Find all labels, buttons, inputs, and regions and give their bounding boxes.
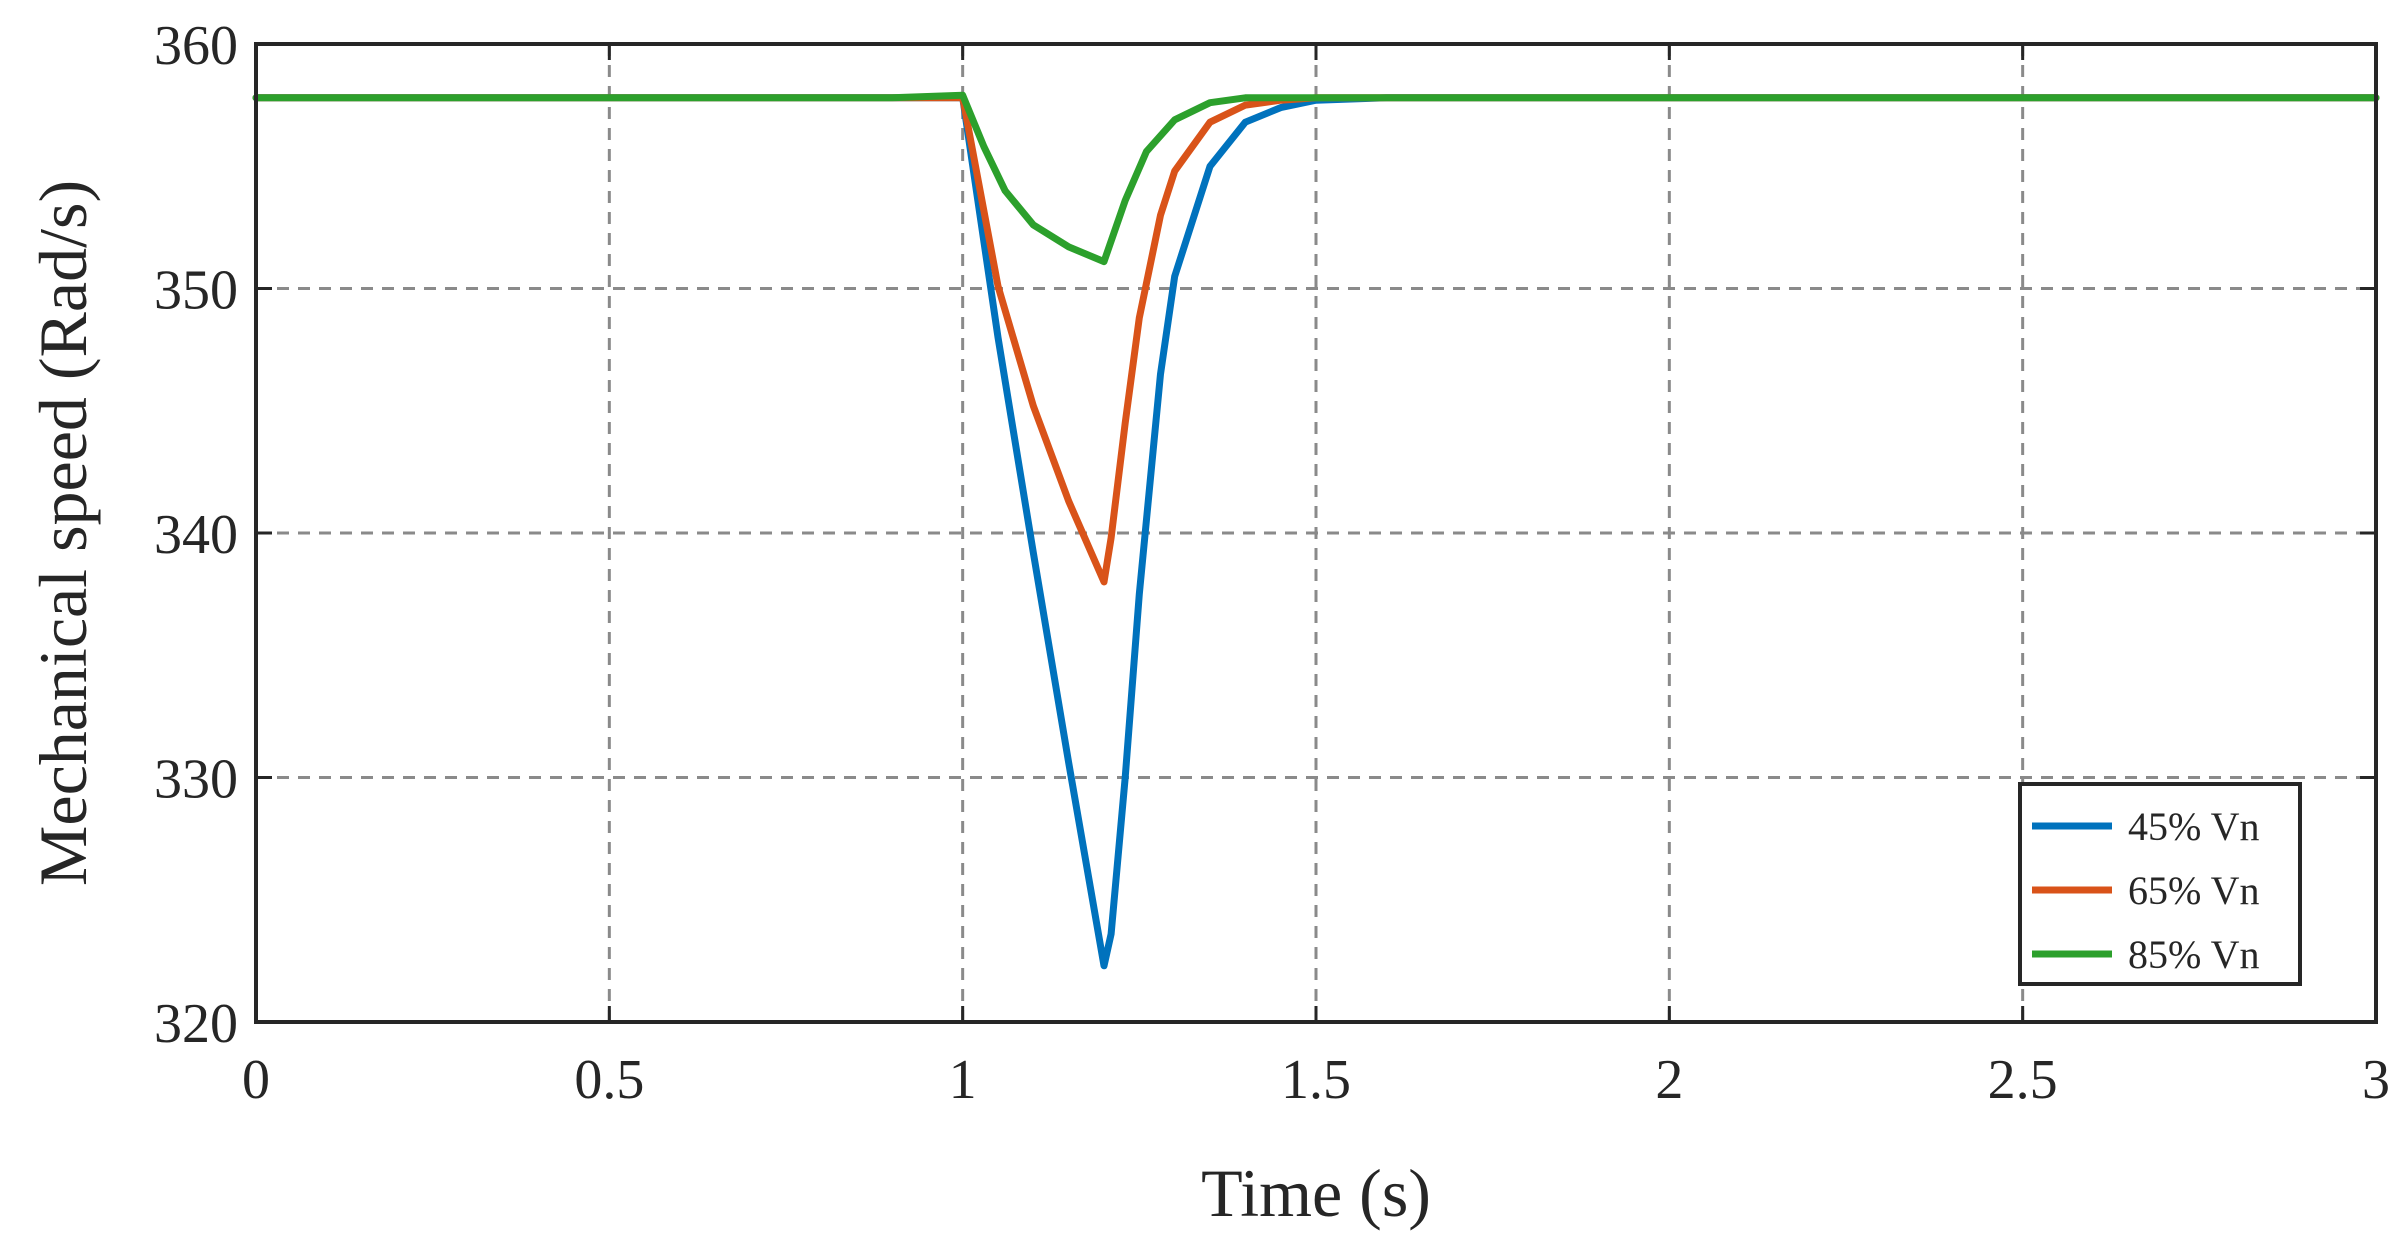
y-tick-label: 330 — [154, 749, 238, 811]
legend-label: 45% Vn — [2128, 804, 2259, 849]
x-tick-label: 1.5 — [1281, 1049, 1351, 1111]
legend-label: 85% Vn — [2128, 932, 2259, 977]
x-tick-label: 3 — [2362, 1049, 2390, 1111]
x-tick-label: 1 — [949, 1049, 977, 1111]
x-axis-title: Time (s) — [1201, 1155, 1431, 1231]
grid — [256, 44, 2376, 1022]
series-line-3 — [252, 91, 2380, 266]
x-tick-label: 2.5 — [1988, 1049, 2058, 1111]
tick-labels: 0 0.5 1 1.5 2 2.5 3 320 330 340 350 360 — [154, 15, 2390, 1111]
x-tick-label: 0.5 — [574, 1049, 644, 1111]
x-tick-label: 2 — [1655, 1049, 1683, 1111]
y-tick-label: 320 — [154, 993, 238, 1055]
x-tick-label: 0 — [242, 1049, 270, 1111]
y-axis-title: Mechanical speed (Rad/s) — [25, 180, 101, 886]
y-tick-label: 360 — [154, 15, 238, 77]
ticks — [254, 42, 2378, 1024]
series-layer — [252, 91, 2380, 970]
y-tick-label: 340 — [154, 504, 238, 566]
legend-label: 65% Vn — [2128, 868, 2259, 913]
legend: 45% Vn 65% Vn 85% Vn — [2018, 782, 2302, 986]
y-tick-label: 350 — [154, 260, 238, 322]
